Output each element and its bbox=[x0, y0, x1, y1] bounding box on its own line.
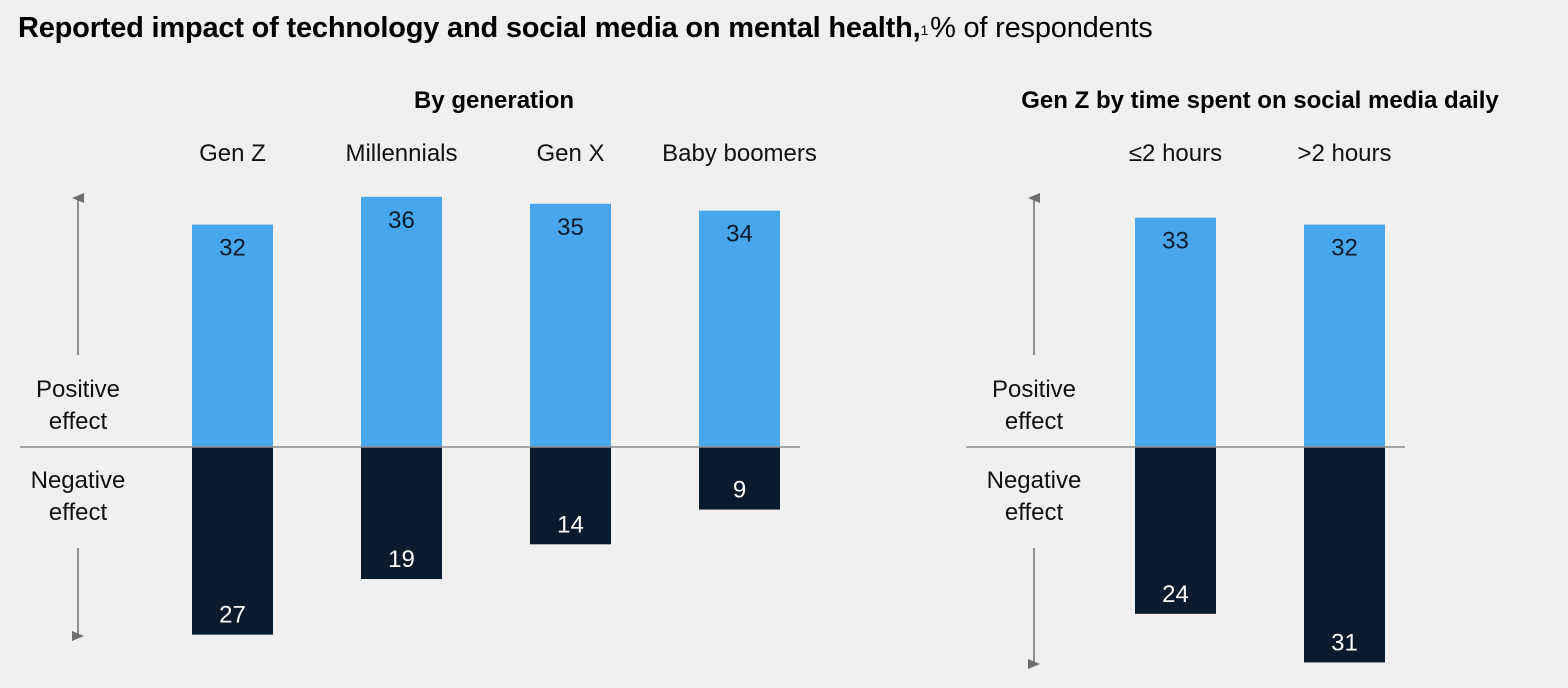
negative-value-label: 31 bbox=[1331, 629, 1358, 656]
category-label: >2 hours bbox=[1297, 140, 1391, 167]
positive-value-label: 32 bbox=[1331, 235, 1358, 262]
category-label: ≤2 hours bbox=[1129, 140, 1222, 167]
negative-value-label: 24 bbox=[1162, 581, 1189, 608]
negative-effect-label: effect bbox=[49, 499, 108, 526]
chart-title: Reported impact of technology and social… bbox=[18, 8, 1153, 48]
positive-effect-label: Positive bbox=[36, 376, 120, 403]
category-label: Baby boomers bbox=[662, 140, 817, 167]
negative-effect-label: effect bbox=[1005, 499, 1064, 526]
positive-bar bbox=[530, 203, 611, 447]
positive-bar bbox=[192, 224, 273, 447]
negative-bar bbox=[361, 447, 442, 580]
positive-bar bbox=[699, 210, 780, 447]
positive-bar bbox=[1135, 217, 1216, 447]
negative-value-label: 9 bbox=[733, 477, 746, 504]
chart-panel-1: By generation Gen Z 32 27 Millennials 36 19 Gen… bbox=[20, 87, 817, 641]
positive-bar bbox=[361, 196, 442, 447]
negative-bar bbox=[1135, 447, 1216, 614]
chart-panel-2: Gen Z by time spent on social media dail… bbox=[966, 87, 1499, 669]
negative-effect-label: Negative bbox=[31, 467, 126, 494]
panel-title: By generation bbox=[414, 87, 574, 114]
positive-effect-label: effect bbox=[1005, 408, 1064, 435]
footnote-marker: 1 bbox=[920, 22, 929, 38]
chart-title-text: Reported impact of technology and social… bbox=[18, 12, 921, 44]
negative-bar bbox=[530, 447, 611, 545]
category-label: Gen X bbox=[536, 140, 604, 167]
positive-value-label: 33 bbox=[1162, 228, 1189, 255]
positive-effect-label: effect bbox=[49, 408, 108, 435]
panel-title: Gen Z by time spent on social media dail… bbox=[1021, 87, 1499, 114]
negative-bar bbox=[699, 447, 780, 510]
negative-effect-label: Negative bbox=[987, 467, 1082, 494]
negative-value-label: 14 bbox=[557, 511, 584, 538]
negative-bar bbox=[1304, 447, 1385, 663]
positive-bar bbox=[1304, 224, 1385, 447]
positive-value-label: 32 bbox=[219, 235, 246, 262]
positive-effect-label: Positive bbox=[992, 376, 1076, 403]
positive-value-label: 36 bbox=[388, 207, 415, 234]
chart-unit: % of respondents bbox=[930, 12, 1153, 44]
negative-value-label: 27 bbox=[219, 602, 246, 629]
category-label: Millennials bbox=[345, 140, 457, 167]
negative-bar bbox=[192, 447, 273, 635]
negative-value-label: 19 bbox=[388, 546, 415, 573]
positive-value-label: 34 bbox=[726, 221, 753, 248]
category-label: Gen Z bbox=[199, 140, 266, 167]
positive-value-label: 35 bbox=[557, 214, 584, 241]
